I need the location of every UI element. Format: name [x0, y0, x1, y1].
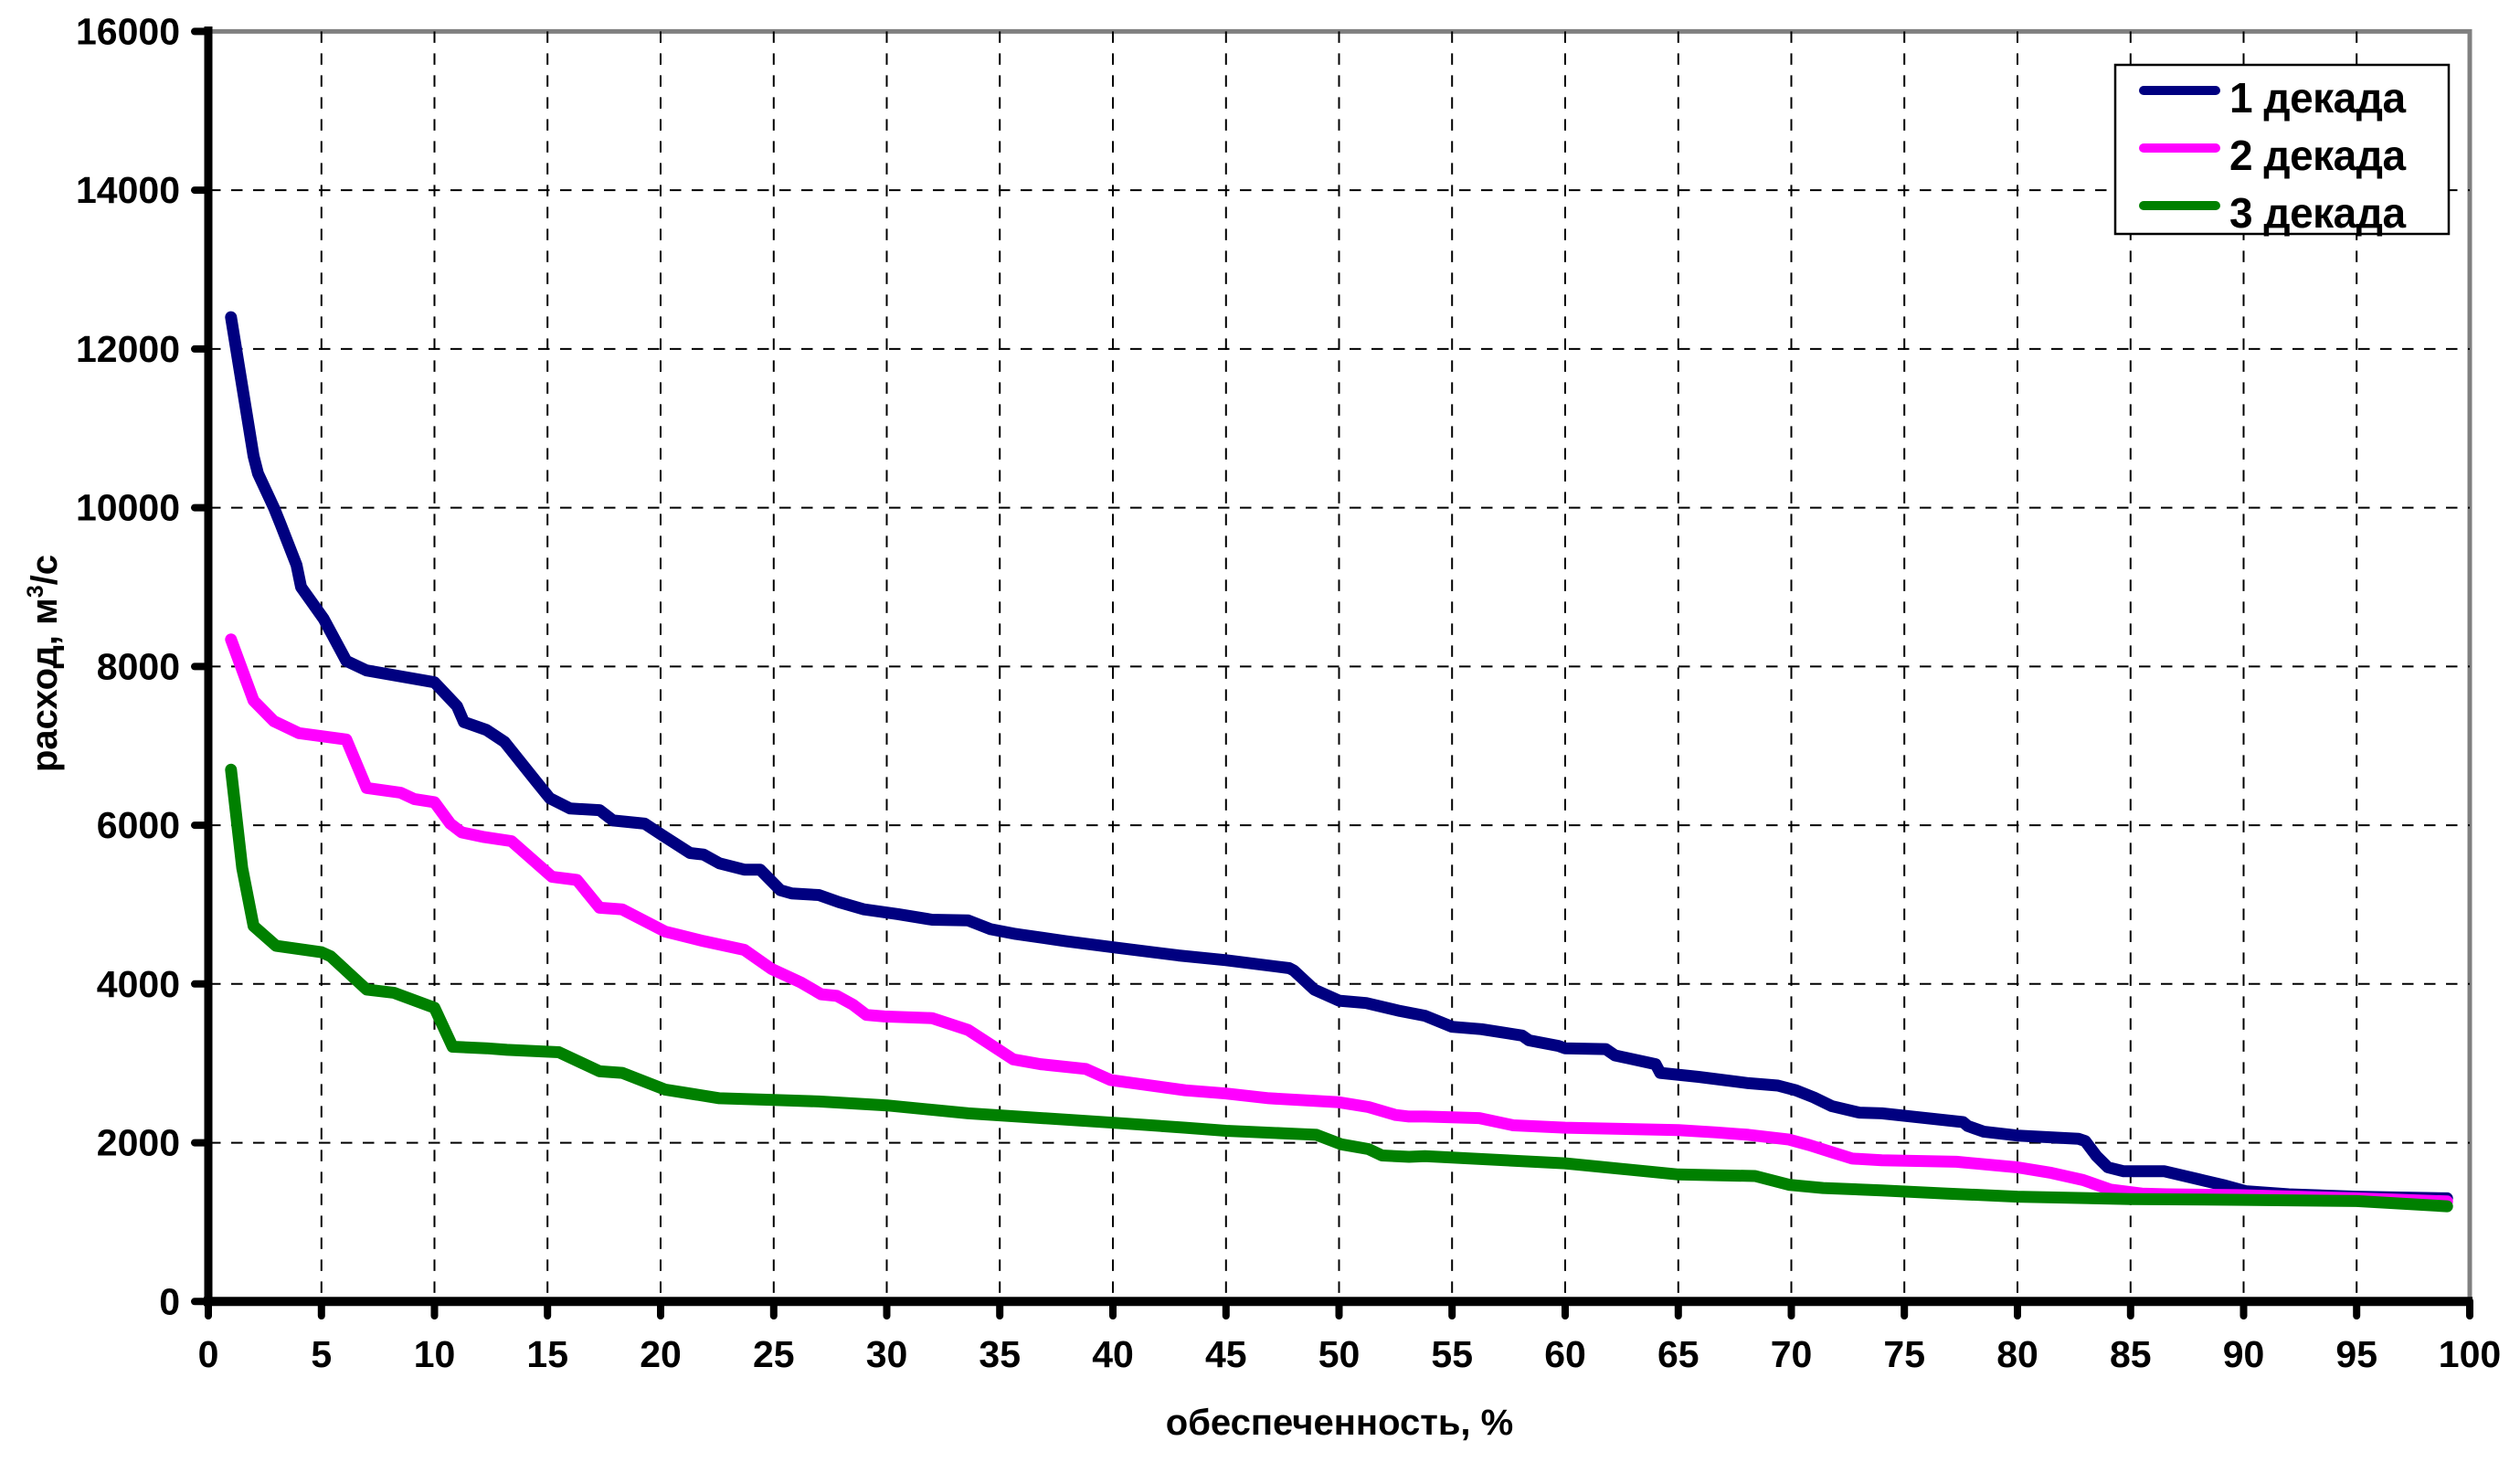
svg-text:2 декада: 2 декада [2229, 132, 2406, 179]
svg-text:12000: 12000 [76, 328, 180, 370]
svg-text:10: 10 [414, 1333, 456, 1375]
svg-text:16000: 16000 [76, 10, 180, 52]
svg-text:8000: 8000 [97, 645, 180, 687]
svg-text:95: 95 [2335, 1333, 2377, 1375]
svg-text:14000: 14000 [76, 169, 180, 211]
svg-text:20: 20 [640, 1333, 682, 1375]
svg-text:45: 45 [1205, 1333, 1247, 1375]
svg-text:2000: 2000 [97, 1122, 180, 1164]
svg-text:70: 70 [1771, 1333, 1813, 1375]
svg-text:100: 100 [2439, 1333, 2501, 1375]
svg-text:15: 15 [526, 1333, 568, 1375]
svg-text:80: 80 [1996, 1333, 2038, 1375]
svg-text:65: 65 [1657, 1333, 1699, 1375]
svg-text:90: 90 [2223, 1333, 2265, 1375]
svg-text:0: 0 [198, 1333, 219, 1375]
svg-text:40: 40 [1092, 1333, 1134, 1375]
svg-text:25: 25 [753, 1333, 795, 1375]
svg-text:1 декада: 1 декада [2229, 74, 2406, 122]
svg-text:10000: 10000 [76, 487, 180, 529]
svg-text:обеспеченность, %: обеспеченность, % [1166, 1403, 1513, 1443]
svg-text:6000: 6000 [97, 804, 180, 846]
svg-text:35: 35 [979, 1333, 1021, 1375]
svg-text:4000: 4000 [97, 963, 180, 1005]
svg-text:55: 55 [1431, 1333, 1473, 1375]
svg-text:75: 75 [1883, 1333, 1925, 1375]
svg-text:3 декада: 3 декада [2229, 189, 2406, 237]
svg-text:5: 5 [311, 1333, 332, 1375]
svg-text:60: 60 [1544, 1333, 1586, 1375]
svg-text:85: 85 [2110, 1333, 2152, 1375]
svg-text:30: 30 [866, 1333, 908, 1375]
svg-text:0: 0 [159, 1280, 180, 1322]
svg-text:50: 50 [1318, 1333, 1361, 1375]
